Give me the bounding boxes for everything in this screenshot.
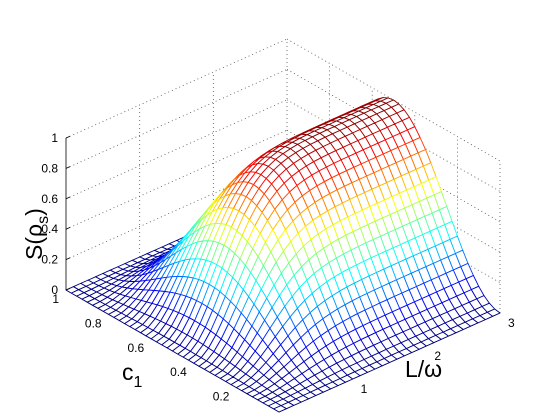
z-tick-label: 0.2 (41, 253, 58, 267)
x-tick-label: 3 (508, 316, 515, 330)
y-axis-label: c1 (122, 359, 143, 391)
y-axis-label-sub: 1 (134, 374, 143, 391)
z-tick-label: 0.4 (41, 222, 58, 236)
z-axis-label-end: ) (21, 208, 47, 216)
y-tick-label: 0.6 (128, 341, 145, 355)
y-tick-label: 0.8 (85, 316, 102, 330)
y-tick-label: 1 (52, 292, 59, 306)
grid-line (286, 69, 501, 192)
z-tick-mark (65, 135, 71, 139)
z-tick-mark (65, 166, 71, 169)
z-tick-mark (65, 287, 71, 291)
z-tick-label: 0.8 (41, 161, 58, 175)
z-tick-mark (65, 196, 71, 200)
grid-line (65, 129, 288, 230)
y-axis-label-main: c (122, 359, 134, 385)
x-tick-label: 1 (361, 382, 368, 396)
x-axis-label: L/ω (405, 356, 442, 382)
grid-line (65, 160, 288, 260)
grid-line (65, 69, 288, 169)
grid-line (65, 38, 288, 139)
x-tick-label: 2 (434, 349, 441, 363)
z-tick-label: 0 (51, 283, 58, 297)
z-tick-label: 1 (51, 131, 58, 145)
z-axis-label-main: S(ρ (21, 224, 47, 260)
grid-line (65, 99, 288, 200)
z-axis-label: S(ρs) (21, 208, 52, 260)
z-tick-label: 0.6 (41, 192, 58, 206)
y-tick-label: 0.4 (170, 365, 187, 379)
mesh-cell (273, 405, 287, 413)
surface-mesh (65, 97, 501, 413)
grid-line (286, 99, 501, 223)
z-tick-mark (65, 227, 71, 230)
z-tick-mark (65, 257, 71, 260)
grid-line (286, 38, 501, 162)
z-axis-label-sub: s (35, 216, 52, 224)
y-tick-label: 0.2 (213, 390, 230, 404)
tick-labels: 00.20.40.60.8100.20.40.60.810123 (41, 131, 515, 404)
